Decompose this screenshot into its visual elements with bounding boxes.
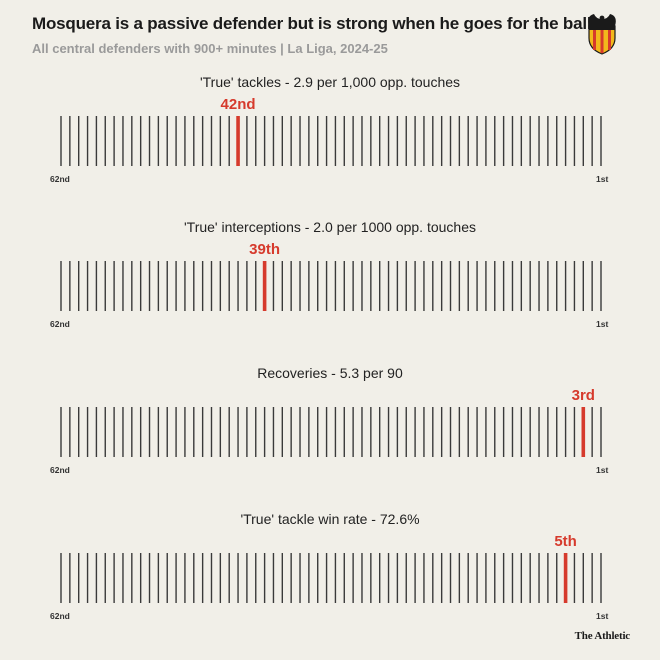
right-end-label: 1st [596, 611, 609, 621]
rank-label: 39th [249, 241, 281, 258]
rank-label: 5th [554, 533, 577, 550]
panel-tackles: 'True' tackles - 2.9 per 1,000 opp. touc… [0, 74, 660, 214]
panel-recoveries: Recoveries - 5.3 per 90 3rd 62nd 1st [0, 365, 660, 505]
panel-title: 'True' tackles - 2.9 per 1,000 opp. touc… [199, 74, 461, 90]
left-end-label: 62nd [50, 465, 70, 475]
valencia-bat-crest-icon [588, 14, 616, 55]
panel-interceptions: 'True' interceptions - 2.0 per 1000 opp.… [0, 219, 660, 359]
rank-label: 42nd [220, 96, 256, 113]
brand-logo: The Athletic [574, 630, 631, 642]
left-end-label: 62nd [50, 319, 70, 329]
panel-title: Recoveries - 5.3 per 90 [257, 365, 403, 381]
tick-strip [60, 261, 602, 311]
panel-title: 'True' tackle win rate - 72.6% [240, 511, 420, 527]
tick-strip [60, 407, 602, 457]
left-end-label: 62nd [50, 174, 70, 184]
chart-subtitle: All central defenders with 900+ minutes … [32, 41, 388, 56]
right-end-label: 1st [596, 319, 609, 329]
rank-label: 3rd [571, 387, 595, 404]
tick-strip [60, 553, 602, 603]
chart-title: Mosquera is a passive defender but is st… [32, 14, 592, 33]
panel-tackle-win-rate: 'True' tackle win rate - 72.6% 5th 62nd … [0, 511, 660, 651]
panel-title: 'True' interceptions - 2.0 per 1000 opp.… [183, 219, 476, 235]
right-end-label: 1st [596, 465, 609, 475]
tick-strip [60, 116, 602, 166]
right-end-label: 1st [596, 174, 609, 184]
left-end-label: 62nd [50, 611, 70, 621]
